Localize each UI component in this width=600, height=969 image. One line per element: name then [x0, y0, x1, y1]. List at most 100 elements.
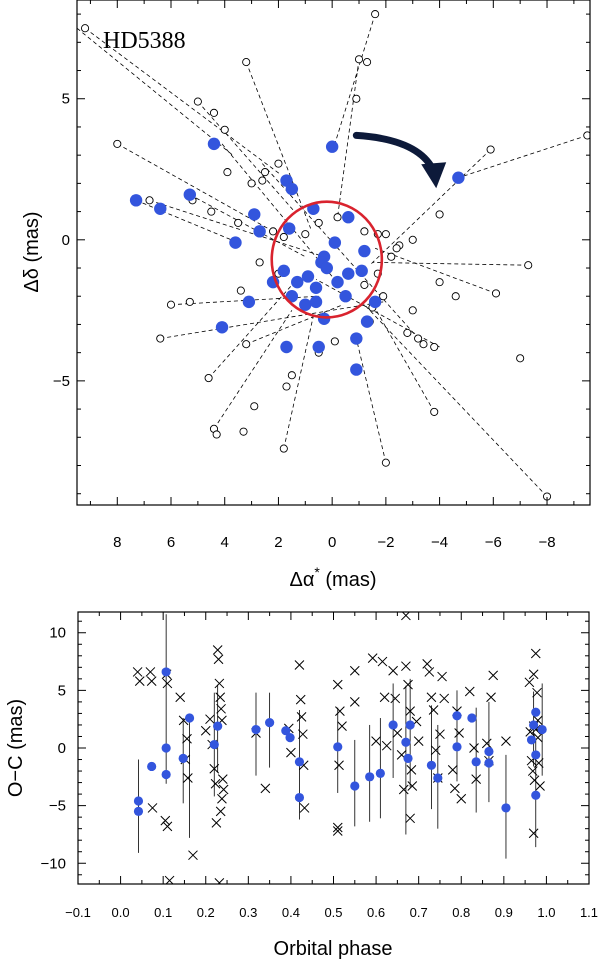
- scan-line: [208, 281, 295, 379]
- abscissa-point: [491, 289, 501, 298]
- mean-residual-point: [375, 768, 385, 778]
- abscissa-point: [435, 278, 444, 287]
- y-tick-label: 10: [49, 625, 66, 642]
- abscissa-residual: [430, 745, 441, 756]
- scan-line: [189, 194, 306, 258]
- mean-residual-point: [452, 711, 462, 721]
- abscissa-residual: [388, 665, 398, 676]
- mean-residual-point: [405, 720, 415, 730]
- abscissa-residual: [215, 806, 226, 817]
- scan-line: [355, 338, 387, 463]
- abscissa-residual: [332, 679, 343, 690]
- abscissa-residual: [162, 821, 173, 832]
- mean-residual-point: [388, 720, 398, 730]
- abscissa-residual: [401, 661, 411, 672]
- measurement-point: [285, 182, 299, 196]
- abscissa-residual: [297, 729, 308, 740]
- abscissa-residual: [218, 784, 229, 795]
- measurement-point: [350, 363, 363, 376]
- mean-residual-point: [294, 757, 305, 767]
- abscissa-residual: [471, 774, 482, 784]
- abscissa-point: [247, 179, 256, 188]
- abscissa-residual: [134, 676, 145, 687]
- mean-residual-point: [133, 806, 144, 816]
- mean-residual-point: [529, 720, 539, 730]
- abscissa-point: [236, 286, 245, 295]
- scan-line: [245, 61, 312, 229]
- abscissa-residual: [211, 818, 222, 828]
- measurement-point: [312, 340, 325, 354]
- abscissa-residual: [332, 826, 343, 836]
- abscissa-point: [212, 430, 221, 439]
- abscissa-residual: [146, 676, 157, 687]
- abscissa-point: [81, 24, 90, 33]
- top-x-axis-label: Δα* (mas): [289, 564, 376, 591]
- abscissa-residual: [213, 654, 224, 665]
- abscissa-residual: [299, 803, 310, 813]
- abscissa-residual: [205, 714, 215, 725]
- abscissa-point: [408, 235, 417, 244]
- abscissa-residual: [209, 763, 220, 774]
- abscissa-point: [435, 210, 444, 219]
- mean-residual-point: [484, 746, 494, 757]
- abscissa-residual: [217, 774, 228, 784]
- y-tick-label: 0: [58, 740, 66, 757]
- measurement-point: [291, 275, 304, 289]
- abscissa-point: [242, 340, 251, 349]
- abscissa-point: [524, 261, 533, 270]
- y-tick-label: −5: [53, 373, 70, 390]
- x-tick-label: 0.5: [324, 905, 342, 920]
- scan-line: [117, 143, 274, 232]
- abscissa-point: [242, 58, 251, 67]
- abscissa-residual: [295, 694, 306, 705]
- model-orbit-circle: [270, 200, 384, 319]
- top-y-axis-label: Δδ (mas): [21, 211, 43, 292]
- scan-line: [334, 13, 376, 145]
- scan-line: [262, 163, 424, 345]
- measurement-point: [242, 295, 256, 309]
- x-tick-label: −6: [485, 534, 502, 551]
- abscissa-point: [516, 354, 525, 363]
- scan-line: [283, 315, 314, 449]
- x-tick-label: 8: [113, 534, 121, 551]
- abscissa-point: [260, 168, 270, 177]
- measurement-point: [280, 340, 293, 354]
- measurement-point: [229, 236, 242, 249]
- abscissa-residual: [501, 736, 511, 746]
- x-tick-label: 0.8: [452, 905, 470, 920]
- x-tick-label: 1.0: [537, 905, 555, 920]
- abscissa-residual: [392, 728, 403, 738]
- abscissa-point: [209, 108, 219, 117]
- arrow-head: [421, 162, 447, 189]
- abscissa-residual: [435, 729, 445, 740]
- mean-residual-point: [251, 724, 261, 735]
- abscissa-residual: [216, 703, 226, 714]
- error-bars: [138, 614, 543, 859]
- measurement-point: [309, 281, 323, 294]
- abscissa-residual: [294, 660, 305, 670]
- abscissa-point: [486, 145, 495, 154]
- scan-lines: [77, 13, 588, 497]
- abscissa-point: [274, 159, 283, 168]
- abscissa-point: [301, 230, 310, 239]
- abscissa-point: [451, 292, 460, 301]
- mean-residual-point: [531, 707, 541, 717]
- measurement-point: [360, 315, 374, 328]
- abscissa-residual: [488, 670, 499, 681]
- abscissa-point: [387, 252, 396, 261]
- abscissa-point: [583, 131, 590, 140]
- y-tick-label: 5: [62, 91, 70, 108]
- abscissa-point: [207, 207, 216, 216]
- x-tick-label: 1.1: [580, 905, 598, 920]
- scan-line: [337, 59, 360, 218]
- abscissa-residual: [183, 773, 193, 783]
- measurement-point: [331, 275, 344, 289]
- abscissa-residual: [528, 828, 539, 839]
- bottom-axis-ticks: −0.1 0.0 0.1 0.2 0.3 0.4 0.5 0.6 0.7 0.8 0.9 1.0 1.1…: [41, 612, 598, 920]
- abscissa-point: [430, 342, 439, 352]
- measurement-point: [342, 267, 355, 280]
- scan-line: [458, 135, 588, 179]
- measurement-markers: [129, 137, 465, 376]
- mean-residual-point: [537, 724, 547, 735]
- abscissa-residual: [200, 725, 211, 736]
